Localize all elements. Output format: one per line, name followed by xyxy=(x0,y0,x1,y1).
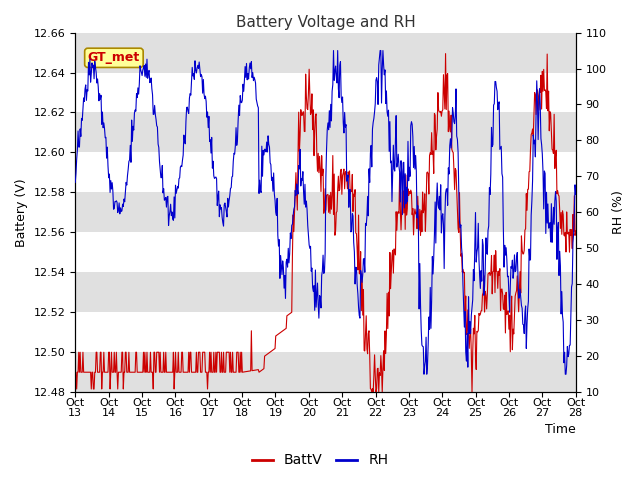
Y-axis label: RH (%): RH (%) xyxy=(612,191,625,234)
Bar xyxy=(76,352,576,392)
Text: GT_met: GT_met xyxy=(88,51,140,64)
Bar xyxy=(76,192,576,232)
Y-axis label: Battery (V): Battery (V) xyxy=(15,178,28,247)
X-axis label: Time: Time xyxy=(545,423,576,436)
Bar xyxy=(76,272,576,312)
Bar xyxy=(76,33,576,72)
Title: Battery Voltage and RH: Battery Voltage and RH xyxy=(236,15,415,30)
Legend: BattV, RH: BattV, RH xyxy=(246,448,394,473)
Bar xyxy=(76,112,576,153)
